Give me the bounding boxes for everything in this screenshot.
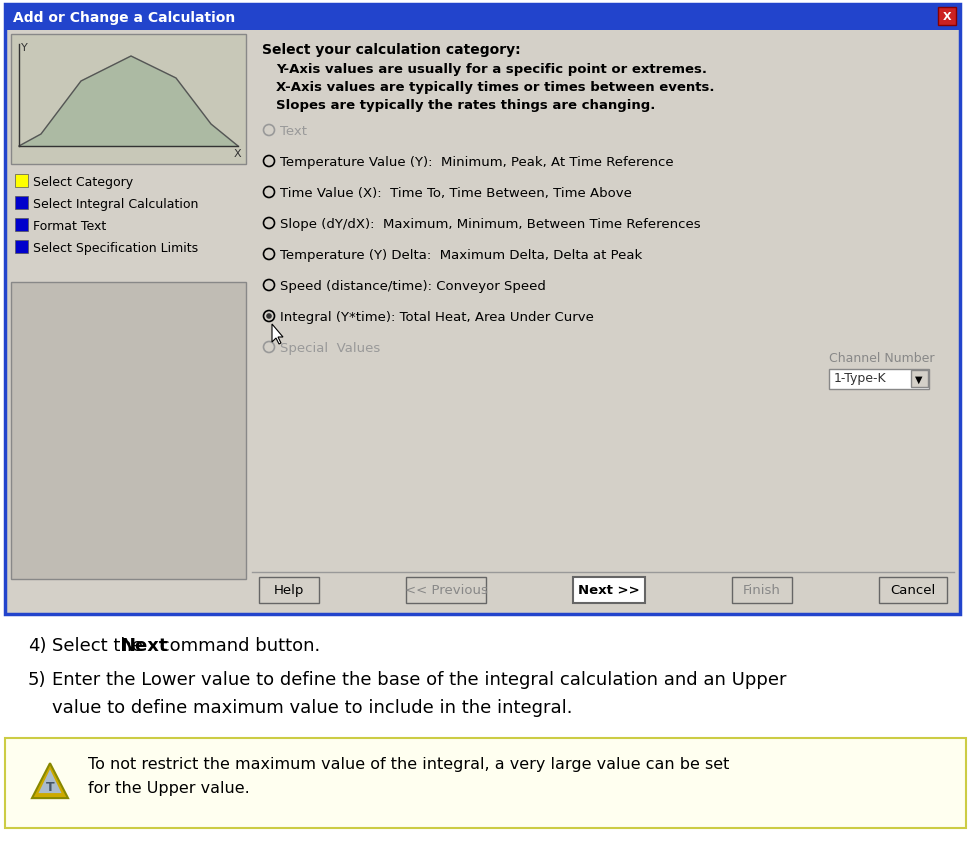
Circle shape xyxy=(263,311,275,322)
Text: Text: Text xyxy=(280,125,307,138)
Circle shape xyxy=(263,188,275,198)
Bar xyxy=(15,218,28,232)
Text: Add or Change a Calculation: Add or Change a Calculation xyxy=(13,11,235,25)
Bar xyxy=(11,282,246,579)
Bar xyxy=(911,370,928,387)
Text: 4): 4) xyxy=(28,636,47,654)
Text: Help: Help xyxy=(274,583,304,597)
Circle shape xyxy=(266,314,272,319)
Text: Slope (dY/dX):  Maximum, Minimum, Between Time References: Slope (dY/dX): Maximum, Minimum, Between… xyxy=(280,218,701,230)
Text: Speed (distance/time): Conveyor Speed: Speed (distance/time): Conveyor Speed xyxy=(280,280,546,293)
Bar xyxy=(5,5,960,614)
Text: Enter the Lower value to define the base of the integral calculation and an Uppe: Enter the Lower value to define the base… xyxy=(52,670,787,688)
Text: Special  Values: Special Values xyxy=(280,341,381,355)
Text: << Previous: << Previous xyxy=(405,583,487,597)
Polygon shape xyxy=(19,57,238,147)
Text: X: X xyxy=(234,148,242,159)
Circle shape xyxy=(263,125,275,136)
Bar xyxy=(259,577,319,603)
Text: Select your calculation category:: Select your calculation category: xyxy=(262,43,520,57)
Text: Next >>: Next >> xyxy=(578,583,640,597)
Bar xyxy=(5,738,966,828)
Bar xyxy=(15,197,28,210)
Text: value to define maximum value to include in the integral.: value to define maximum value to include… xyxy=(52,699,573,717)
Text: for the Upper value.: for the Upper value. xyxy=(88,780,250,795)
Text: 5): 5) xyxy=(28,670,47,688)
Text: Format Text: Format Text xyxy=(33,220,106,233)
Polygon shape xyxy=(32,763,68,798)
Text: Y: Y xyxy=(21,43,28,53)
Circle shape xyxy=(263,280,275,291)
Text: Temperature (Y) Delta:  Maximum Delta, Delta at Peak: Temperature (Y) Delta: Maximum Delta, De… xyxy=(280,249,642,262)
Polygon shape xyxy=(39,769,61,793)
Circle shape xyxy=(263,342,275,353)
Text: Integral (Y*time): Total Heat, Area Under Curve: Integral (Y*time): Total Heat, Area Unde… xyxy=(280,310,594,323)
Text: Select Specification Limits: Select Specification Limits xyxy=(33,241,198,255)
Bar xyxy=(573,577,645,603)
Bar xyxy=(732,577,792,603)
Text: Select Integral Calculation: Select Integral Calculation xyxy=(33,198,198,211)
Text: Temperature Value (Y):  Minimum, Peak, At Time Reference: Temperature Value (Y): Minimum, Peak, At… xyxy=(280,156,674,169)
Text: command button.: command button. xyxy=(154,636,320,654)
Text: Channel Number: Channel Number xyxy=(829,351,934,364)
Text: To not restrict the maximum value of the integral, a very large value can be set: To not restrict the maximum value of the… xyxy=(88,756,729,771)
Text: Finish: Finish xyxy=(743,583,781,597)
Text: Cancel: Cancel xyxy=(890,583,936,597)
Text: 1-Type-K: 1-Type-K xyxy=(834,372,887,385)
Bar xyxy=(879,577,947,603)
Text: T: T xyxy=(46,780,54,793)
Text: Select the: Select the xyxy=(52,636,149,654)
Polygon shape xyxy=(272,325,283,345)
Bar xyxy=(938,8,956,26)
Circle shape xyxy=(263,249,275,260)
Text: X: X xyxy=(943,12,952,22)
Circle shape xyxy=(263,218,275,229)
Text: Slopes are typically the rates things are changing.: Slopes are typically the rates things ar… xyxy=(276,99,655,112)
Bar xyxy=(406,577,486,603)
Bar xyxy=(15,241,28,253)
Text: ▼: ▼ xyxy=(916,374,922,385)
Circle shape xyxy=(263,156,275,167)
Bar xyxy=(829,369,929,390)
Text: Y-Axis values are usually for a specific point or extremes.: Y-Axis values are usually for a specific… xyxy=(276,63,707,76)
Bar xyxy=(5,5,960,31)
Bar xyxy=(11,35,246,165)
Text: Next: Next xyxy=(120,636,168,654)
Text: Time Value (X):  Time To, Time Between, Time Above: Time Value (X): Time To, Time Between, T… xyxy=(280,187,632,200)
Text: Select Category: Select Category xyxy=(33,176,133,189)
Text: X-Axis values are typically times or times between events.: X-Axis values are typically times or tim… xyxy=(276,81,715,94)
Bar xyxy=(15,175,28,188)
